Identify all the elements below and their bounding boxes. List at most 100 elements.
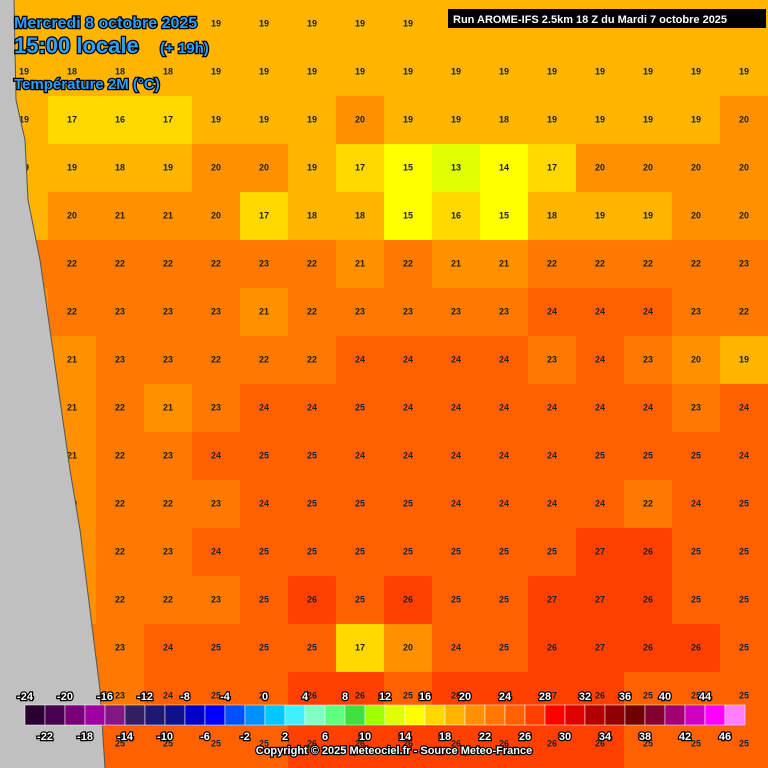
cell-value: 20	[643, 162, 653, 172]
cell	[240, 192, 289, 241]
cell	[672, 720, 721, 768]
cell-value: 19	[355, 18, 365, 28]
legend-label: 4	[302, 691, 309, 703]
cell-value: 22	[115, 258, 125, 268]
cell	[432, 240, 481, 289]
cell	[624, 336, 673, 385]
cell-value: 25	[643, 450, 653, 460]
cell-value: 25	[115, 738, 125, 748]
legend-label: -20	[57, 691, 73, 703]
cell-value: 19	[403, 18, 413, 28]
legend-swatch	[124, 704, 146, 726]
legend-label: 18	[439, 731, 451, 743]
cell-value: 25	[307, 450, 317, 460]
cell-value: 24	[595, 306, 605, 316]
cell-value: 25	[403, 690, 413, 700]
cell-value: 25	[739, 546, 749, 556]
cell	[240, 576, 289, 625]
cell-value: 25	[691, 546, 701, 556]
cell	[384, 528, 433, 577]
cell-value: 24	[355, 450, 365, 460]
cell	[720, 240, 768, 289]
cell-value: 19	[355, 66, 365, 76]
cell-value: 27	[595, 642, 605, 652]
cell-value: 22	[115, 594, 125, 604]
cell	[576, 624, 625, 673]
cell-value: 21	[163, 210, 173, 220]
cell	[528, 720, 577, 768]
cell-value: 24	[451, 498, 461, 508]
cell-value: 22	[163, 594, 173, 604]
cell-value: 23	[403, 306, 413, 316]
cell-value: 19	[739, 66, 749, 76]
cell	[528, 384, 577, 433]
cell	[576, 432, 625, 481]
cell	[720, 48, 768, 97]
cell-value: 19	[595, 66, 605, 76]
cell	[480, 384, 529, 433]
cell	[48, 144, 97, 193]
cell	[576, 528, 625, 577]
cell	[288, 48, 337, 97]
cell	[432, 624, 481, 673]
cell	[192, 480, 241, 529]
cell-value: 20	[211, 162, 221, 172]
cell	[144, 432, 193, 481]
cell-value: 23	[547, 354, 557, 364]
legend-label: 46	[719, 731, 731, 743]
cell	[192, 336, 241, 385]
cell-value: 19	[259, 18, 269, 28]
cell-value: 25	[259, 738, 269, 748]
cell-value: 25	[499, 546, 509, 556]
cell	[144, 192, 193, 241]
cell	[528, 144, 577, 193]
cell-value: 25	[499, 642, 509, 652]
cell-value: 20	[691, 210, 701, 220]
legend-swatch	[104, 704, 126, 726]
cell-value: 17	[355, 642, 365, 652]
cell-value: 25	[739, 642, 749, 652]
cell	[672, 384, 721, 433]
cell	[384, 720, 433, 768]
cell-value: 22	[307, 258, 317, 268]
cell-value: 24	[355, 354, 365, 364]
cell-value: 26	[355, 738, 365, 748]
legend-label: 24	[499, 691, 512, 703]
coastline	[13, 0, 106, 768]
legend-swatch	[224, 704, 246, 726]
cell	[144, 240, 193, 289]
cell	[288, 288, 337, 337]
cell	[432, 384, 481, 433]
cell-value: 24	[211, 546, 221, 556]
cell-value: 24	[451, 354, 461, 364]
cell-value: 19	[547, 66, 557, 76]
cell	[720, 144, 768, 193]
cell-value: 25	[307, 498, 317, 508]
cell	[480, 48, 529, 97]
cell-value: 17	[163, 114, 173, 124]
cell-value: 26	[451, 690, 461, 700]
cell-value: 23	[499, 306, 509, 316]
cell-value: 23	[163, 306, 173, 316]
cell-value: 21	[499, 258, 509, 268]
cell	[576, 48, 625, 97]
cell-value: 25	[403, 546, 413, 556]
cell	[432, 432, 481, 481]
cell	[384, 96, 433, 145]
cell	[720, 624, 768, 673]
cell	[192, 624, 241, 673]
cell	[672, 432, 721, 481]
cell-value: 17	[547, 162, 557, 172]
cell	[288, 720, 337, 768]
cell	[480, 528, 529, 577]
cell	[624, 528, 673, 577]
cell	[576, 720, 625, 768]
sea	[0, 0, 105, 768]
cell	[192, 48, 241, 97]
cell-value: 24	[547, 402, 557, 412]
cell-value: 27	[547, 594, 557, 604]
cell	[96, 528, 145, 577]
cell	[720, 288, 768, 337]
cell	[720, 336, 768, 385]
